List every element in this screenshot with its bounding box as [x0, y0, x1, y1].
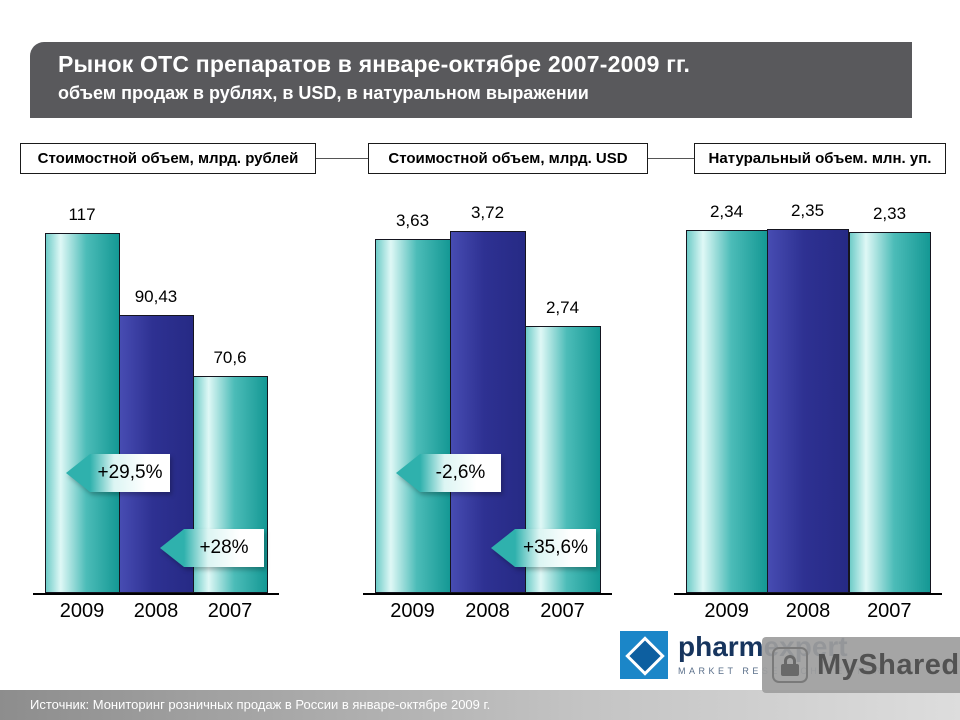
bar-value-label: 2,34: [709, 202, 744, 221]
growth-arrow-label: +35,6%: [515, 529, 596, 567]
growth-arrow-label: +28%: [184, 529, 264, 567]
lock-shackle: [784, 654, 796, 664]
arrow-left-icon: [160, 529, 184, 567]
growth-arrow: -2,6%: [396, 454, 501, 492]
axis-baseline: [33, 593, 279, 595]
x-axis-years-units: 2009 2008 2007: [686, 600, 930, 623]
bar-value-label: 117: [68, 205, 96, 224]
lock-body: [781, 663, 799, 676]
axis-year-label: 2008: [133, 600, 179, 622]
slide-header: Рынок ОТС препаратов в январе-октябре 20…: [30, 42, 912, 118]
bar-2009: [375, 239, 451, 593]
chart-usd: 3,63 3,72 2,74 -2,6% +35,6%: [363, 180, 612, 595]
watermark-text: MyShared: [817, 648, 960, 681]
source-footer: Источник: Мониторинг розничных продаж в …: [0, 690, 960, 720]
axis-year-label: 2007: [540, 600, 585, 622]
bar-value-label: 70,6: [213, 348, 247, 367]
growth-arrow: +28%: [160, 529, 264, 567]
pharmexpert-logo-icon: [620, 631, 668, 679]
bar-2009: [45, 233, 120, 593]
chart-units: 2,34 2,35 2,33: [674, 180, 942, 595]
bar-value-label: 2,33: [872, 204, 907, 223]
axis-year-label: 2009: [704, 600, 749, 622]
axis-year-label: 2007: [867, 600, 912, 622]
slide-subtitle: объем продаж в рублях, в USD, в натураль…: [58, 83, 589, 103]
chart-rub: 117 90,43 70,6 +29,5% +28%: [33, 180, 279, 595]
slide-title: Рынок ОТС препаратов в январе-октябре 20…: [58, 51, 691, 77]
axis-year-label: 2007: [207, 600, 253, 622]
bar-value-label: 3,72: [470, 203, 505, 222]
axis-baseline: [674, 593, 942, 595]
axis-year-label: 2008: [465, 600, 510, 622]
x-axis-years-rub: 2009 2008 2007: [45, 600, 267, 623]
bar-value-label: 90,43: [134, 287, 178, 306]
growth-arrow-label: -2,6%: [420, 454, 501, 492]
axis-year-label: 2009: [390, 600, 435, 622]
bar-2009: [686, 230, 768, 593]
lock-icon: [772, 647, 808, 683]
axis-year-label: 2009: [59, 600, 105, 622]
arrow-left-icon: [396, 454, 420, 492]
axis-year-label: 2008: [785, 600, 831, 622]
x-axis-years-usd: 2009 2008 2007: [375, 600, 600, 623]
arrow-left-icon: [491, 529, 515, 567]
growth-arrow-label: +29,5%: [90, 454, 170, 492]
panel-title-units: Натуральный объем. млн. уп.: [694, 143, 946, 174]
bar-value-label: 2,74: [545, 298, 580, 317]
bar-value-label: 3,63: [395, 211, 430, 230]
bar-2007: [849, 232, 931, 593]
panel-title-usd: Стоимостной объем, млрд. USD: [368, 143, 648, 174]
growth-arrow: +29,5%: [66, 454, 170, 492]
panel-title-rub: Стоимостной объем, млрд. рублей: [20, 143, 316, 174]
myshared-watermark[interactable]: MyShared: [762, 637, 960, 693]
axis-baseline: [363, 593, 612, 595]
growth-arrow: +35,6%: [491, 529, 596, 567]
bar-2008: [767, 229, 849, 593]
bar-value-label: 2,35: [790, 201, 825, 220]
arrow-left-icon: [66, 454, 90, 492]
